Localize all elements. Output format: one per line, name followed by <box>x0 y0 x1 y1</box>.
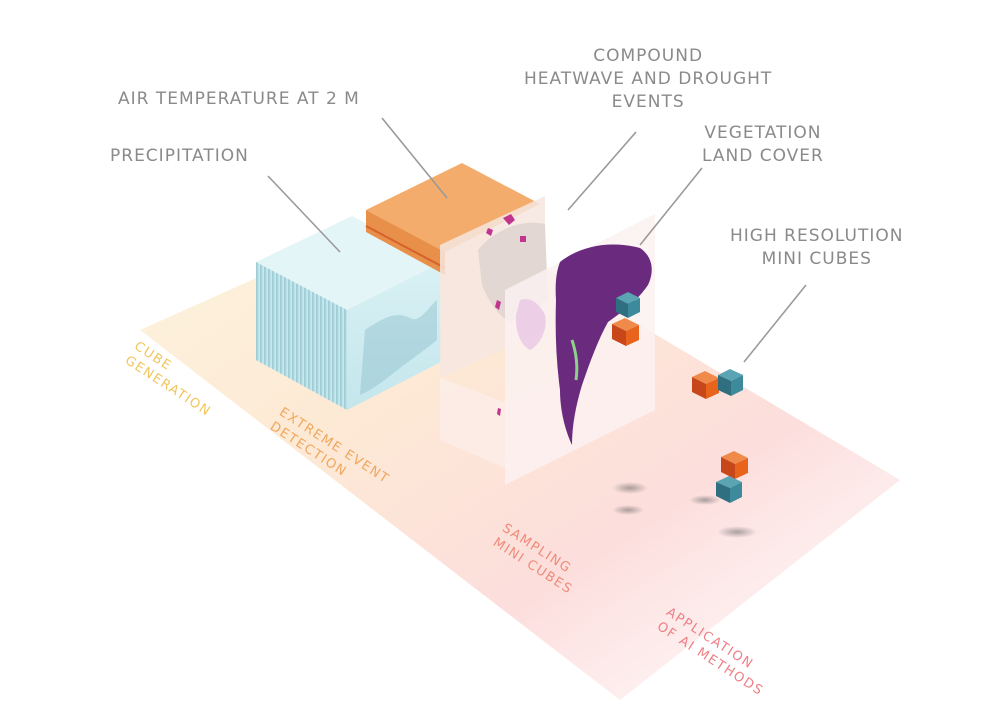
label-mini-cubes-line: MINI CUBES <box>761 249 872 269</box>
vegetation-green-strip <box>570 339 579 381</box>
label-precipitation-line: PRECIPITATION <box>110 146 249 166</box>
mini-cube-shadow <box>612 505 644 515</box>
mini-cube-shadow <box>689 495 721 505</box>
vegetation-light-areas <box>515 298 546 350</box>
temperature-cube <box>365 163 540 275</box>
mini-cube-orange-2 <box>692 371 719 399</box>
label-precipitation: PRECIPITATION <box>110 145 249 168</box>
precipitation-cube <box>256 216 441 410</box>
temperature-cube-left <box>366 210 445 275</box>
mini-cube-teal-2 <box>718 369 743 396</box>
leader-line-precipitation <box>267 175 341 253</box>
label-air-temperature-line: AIR TEMPERATURE AT 2 M <box>118 89 360 109</box>
mini-cube-shadow <box>612 482 648 494</box>
label-air-temperature: AIR TEMPERATURE AT 2 M <box>118 88 360 111</box>
precipitation-cube-front <box>347 263 441 410</box>
label-compound-events-line: COMPOUND <box>593 46 704 66</box>
leader-line-air-temperature <box>381 117 448 199</box>
mini-cube-shadow <box>717 526 757 538</box>
leader-line-mini-cubes <box>743 284 807 363</box>
heatwave-panel-bottom <box>440 378 510 470</box>
label-vegetation-line: LAND COVER <box>702 146 824 166</box>
mini-cube-teal-1 <box>616 292 640 318</box>
temperature-cube-top <box>366 163 540 252</box>
precipitation-cube-left <box>256 262 347 410</box>
label-mini-cubes: HIGH RESOLUTION MINI CUBES <box>730 225 903 271</box>
label-compound-events-line: EVENTS <box>611 92 685 112</box>
leader-line-compound-events <box>567 131 637 211</box>
label-compound-events-line: HEATWAVE AND DROUGHT <box>524 69 773 89</box>
mini-cube-teal-3 <box>716 476 742 503</box>
mini-cube-orange-3 <box>721 451 748 479</box>
label-compound-events: COMPOUND HEATWAVE AND DROUGHT EVENTS <box>524 45 772 114</box>
label-vegetation-line: VEGETATION <box>704 123 822 143</box>
precipitation-pattern <box>360 300 437 395</box>
label-mini-cubes-line: HIGH RESOLUTION <box>730 226 904 246</box>
label-vegetation: VEGETATION LAND COVER <box>702 122 824 168</box>
leader-line-vegetation <box>639 167 703 246</box>
mini-cube-orange-1 <box>612 318 639 346</box>
temperature-cube-stripe <box>365 225 446 269</box>
heatwave-spots <box>486 214 526 416</box>
